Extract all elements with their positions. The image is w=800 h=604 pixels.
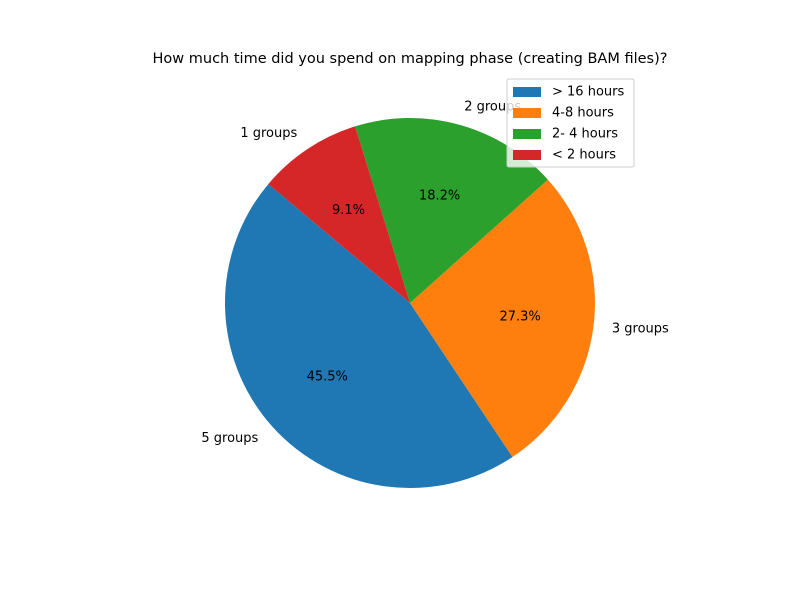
slice-percent-label: 45.5% xyxy=(307,370,348,385)
legend-box xyxy=(506,78,635,168)
pie-slice xyxy=(268,126,410,304)
pie-slice xyxy=(355,118,548,303)
slice-value-label: 3 groups xyxy=(612,321,669,336)
legend-swatch xyxy=(513,150,541,160)
slice-value-label: 1 groups xyxy=(240,126,297,141)
legend-label: < 2 hours xyxy=(552,148,616,163)
slice-percent-label: 27.3% xyxy=(499,310,540,325)
legend-swatch xyxy=(513,87,541,97)
chart-title: How much time did you spend on mapping p… xyxy=(153,51,668,67)
legend-label: 4-8 hours xyxy=(552,106,614,121)
pie-slice xyxy=(224,184,513,489)
legend-label: 2- 4 hours xyxy=(552,127,618,142)
legend-swatch xyxy=(513,129,541,139)
pie-slice xyxy=(410,179,595,458)
legend-swatch xyxy=(513,108,541,118)
slice-value-label: 5 groups xyxy=(201,431,258,446)
slice-percent-label: 9.1% xyxy=(332,203,365,218)
legend: > 16 hours 4-8 hours 2- 4 hours < 2 hours xyxy=(506,78,635,168)
pie-slices xyxy=(224,118,595,489)
legend-label: > 16 hours xyxy=(552,85,624,100)
slice-percent-label: 18.2% xyxy=(419,189,460,204)
